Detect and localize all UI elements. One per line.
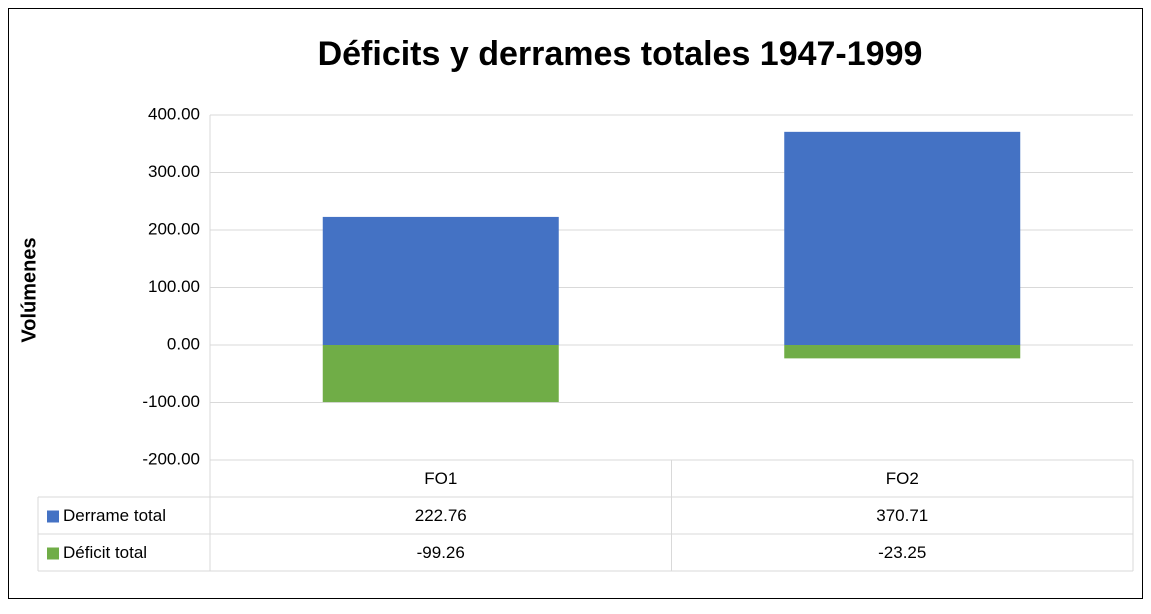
bar	[784, 131, 1021, 345]
legend-swatch	[47, 510, 59, 523]
legend-label: Derrame total	[63, 506, 166, 525]
y-axis-label: Volúmenes	[18, 237, 40, 342]
bar	[322, 345, 559, 403]
y-tick-label: 100.00	[148, 277, 200, 296]
legend-swatch	[47, 547, 59, 560]
x-tick-label: FO2	[886, 469, 919, 488]
table-value: -23.25	[878, 543, 926, 562]
table-value: -99.26	[417, 543, 465, 562]
chart-title: Déficits y derrames totales 1947-1999	[318, 35, 923, 73]
y-tick-label: -100.00	[142, 392, 200, 411]
table-value: 370.71	[876, 506, 928, 525]
y-tick-label: -200.00	[142, 449, 200, 468]
y-tick-label: 400.00	[148, 104, 200, 123]
y-tick-label: 0.00	[167, 334, 200, 353]
bar	[784, 345, 1021, 359]
y-tick-label: 200.00	[148, 219, 200, 238]
y-tick-label: 300.00	[148, 162, 200, 181]
legend-label: Déficit total	[63, 543, 147, 562]
x-tick-label: FO1	[424, 469, 457, 488]
bar	[322, 216, 559, 345]
table-value: 222.76	[415, 506, 467, 525]
